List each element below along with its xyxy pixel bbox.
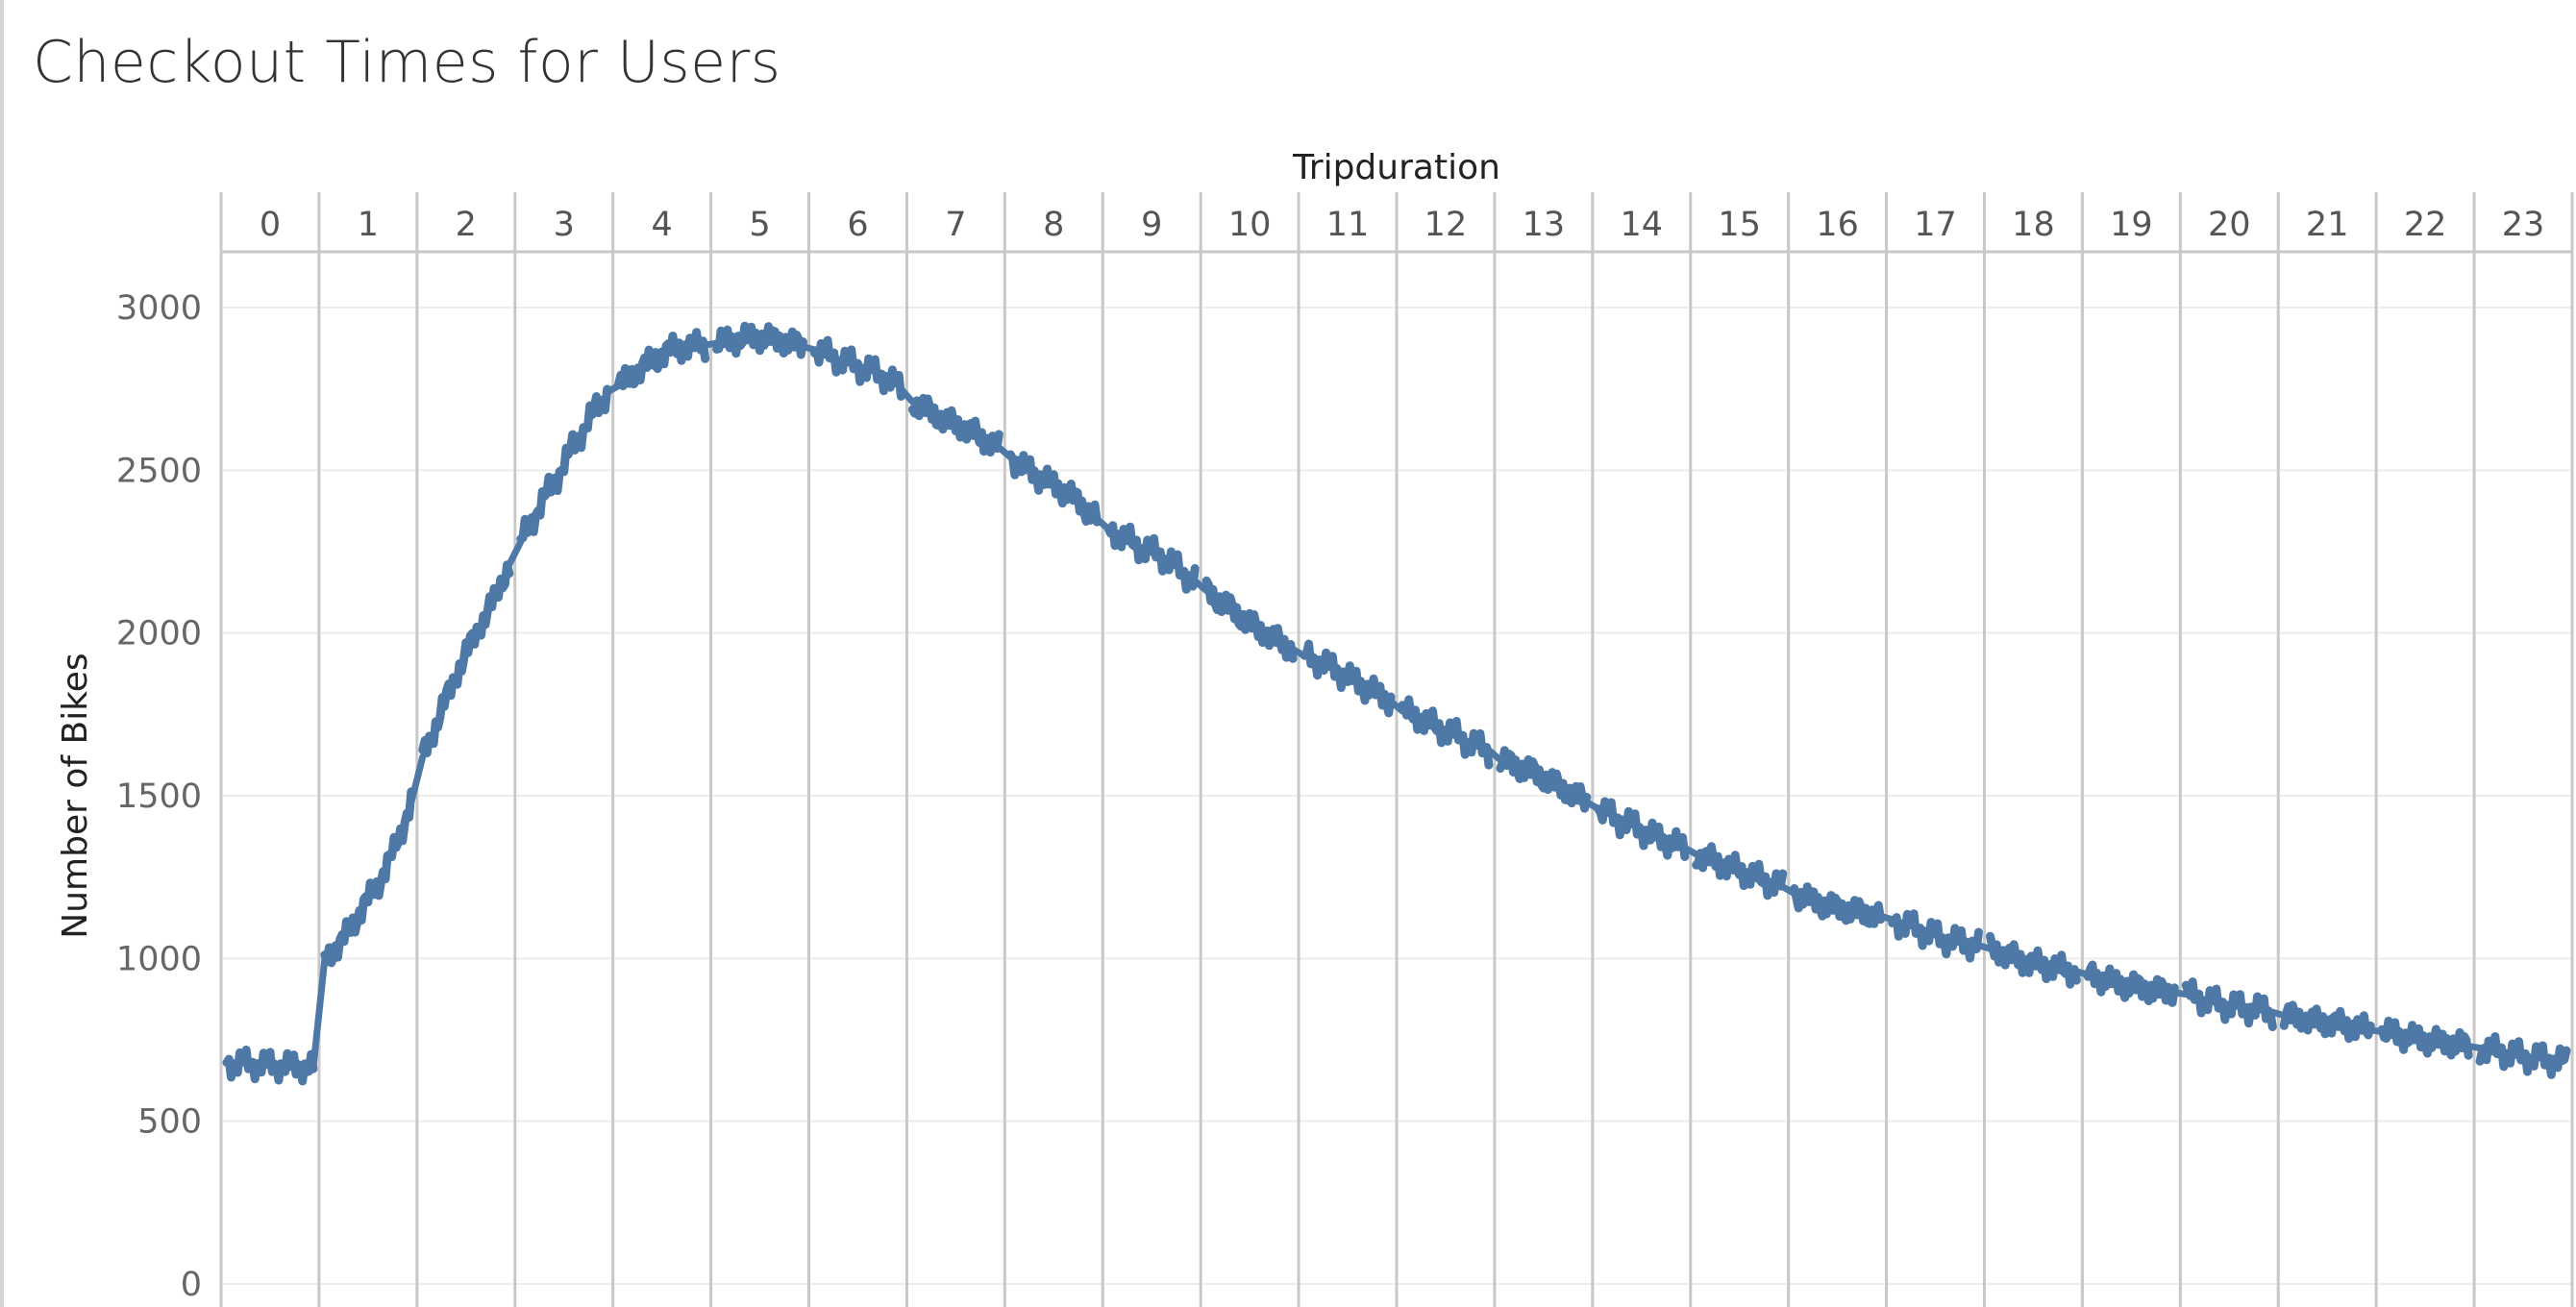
series-line-panel-2 <box>418 560 514 758</box>
panel-label-6: 6 <box>847 206 868 244</box>
series-connector-13 <box>1583 799 1602 813</box>
series-connector-1 <box>408 752 427 806</box>
series-line-panel-18 <box>1986 931 2081 989</box>
series-connector-21 <box>2366 1026 2386 1036</box>
series-connector-11 <box>1387 698 1406 715</box>
series-line-panel-4 <box>614 328 710 391</box>
series-connector-2 <box>506 538 525 569</box>
series-line-panel-7 <box>907 393 1003 457</box>
series-line-panel-17 <box>1888 909 1983 963</box>
y-tick-label-500: 500 <box>137 1103 202 1142</box>
panel-label-4: 4 <box>651 206 672 244</box>
chart-title: Checkout Times for Users <box>33 29 781 96</box>
panel-header: 0 1 2 3 4 5 6 7 8 9 10 11 12 13 14 15 16 17 18 19 20 21 22 23 <box>260 206 2544 244</box>
series-connector-17 <box>1975 942 1994 952</box>
series-line-panel-19 <box>2083 960 2179 1007</box>
series-connector-19 <box>2170 989 2190 999</box>
panel-label-20: 20 <box>2208 206 2251 244</box>
panel-label-8: 8 <box>1043 206 1064 244</box>
series-connector-22 <box>2465 1043 2484 1051</box>
panel-label-5: 5 <box>749 206 770 244</box>
series-connector-18 <box>2072 968 2092 978</box>
panel-label-1: 1 <box>358 206 379 244</box>
series-connector-15 <box>1779 883 1798 898</box>
panel-label-9: 9 <box>1141 206 1162 244</box>
series-connector-12 <box>1485 747 1504 764</box>
series-line-panel-9 <box>1103 521 1200 594</box>
series-line-panel-3 <box>516 384 612 544</box>
series-connector-9 <box>1191 577 1210 595</box>
y-tick-label-3000: 3000 <box>116 289 202 328</box>
panel-label-3: 3 <box>554 206 575 244</box>
series-line-panel-0 <box>222 1046 318 1086</box>
series-line-panel-5 <box>712 321 807 359</box>
series-line-panel-15 <box>1692 842 1788 900</box>
left-border <box>0 0 4 1307</box>
series-connector-7 <box>995 444 1014 461</box>
panel-label-11: 11 <box>1326 206 1370 244</box>
panel-label-17: 17 <box>1914 206 1957 244</box>
y-tick-label-1000: 1000 <box>116 940 202 978</box>
series-connector-6 <box>897 385 916 406</box>
y-axis-ticks: 0 500 1000 1500 2000 2500 3000 <box>116 289 202 1304</box>
panel-label-14: 14 <box>1621 206 1664 244</box>
y-tick-label-1500: 1500 <box>116 777 202 816</box>
column-title: Tripduration <box>1292 148 1500 187</box>
panel-label-10: 10 <box>1228 206 1272 244</box>
series-line-panel-14 <box>1594 797 1690 861</box>
series-connector-4 <box>702 339 721 349</box>
y-axis-title: Number of Bikes <box>56 653 95 938</box>
series-connector-3 <box>604 382 623 396</box>
series-line-panel-20 <box>2181 977 2277 1031</box>
series-line-panel-22 <box>2377 1016 2473 1060</box>
series-line-panel-12 <box>1398 695 1494 770</box>
series-line-panel-6 <box>810 335 905 401</box>
panel-label-21: 21 <box>2306 206 2349 244</box>
series-layer <box>222 321 2571 1086</box>
y-tick-label-2500: 2500 <box>116 452 202 490</box>
panel-label-0: 0 <box>260 206 281 244</box>
series-connector-16 <box>1877 912 1896 924</box>
panel-label-7: 7 <box>945 206 966 244</box>
series-connector-0 <box>310 954 329 1072</box>
y-tick-label-0: 0 <box>181 1266 202 1304</box>
series-line-panel-21 <box>2279 1000 2375 1044</box>
panel-label-15: 15 <box>1718 206 1761 244</box>
panel-label-22: 22 <box>2404 206 2447 244</box>
series-line-panel-13 <box>1496 746 1592 813</box>
series-line-panel-1 <box>320 787 416 968</box>
panel-label-13: 13 <box>1523 206 1566 244</box>
panel-label-18: 18 <box>2012 206 2055 244</box>
series-connector-8 <box>1093 515 1112 532</box>
series-line-panel-8 <box>1005 450 1102 527</box>
series-line-panel-11 <box>1300 639 1396 718</box>
series-line-panel-16 <box>1790 882 1886 928</box>
panel-label-16: 16 <box>1816 206 1859 244</box>
panel-label-19: 19 <box>2110 206 2153 244</box>
series-connector-10 <box>1289 646 1308 659</box>
panel-dividers <box>219 192 2574 1307</box>
series-line-panel-23 <box>2475 1032 2571 1079</box>
panel-label-12: 12 <box>1424 206 1468 244</box>
series-connector-20 <box>2268 1008 2288 1020</box>
series-line-panel-10 <box>1201 576 1298 663</box>
y-tick-label-2000: 2000 <box>116 615 202 654</box>
panel-label-23: 23 <box>2502 206 2545 244</box>
panel-label-2: 2 <box>456 206 477 244</box>
series-connector-14 <box>1681 844 1700 858</box>
series-connector-5 <box>800 343 818 354</box>
